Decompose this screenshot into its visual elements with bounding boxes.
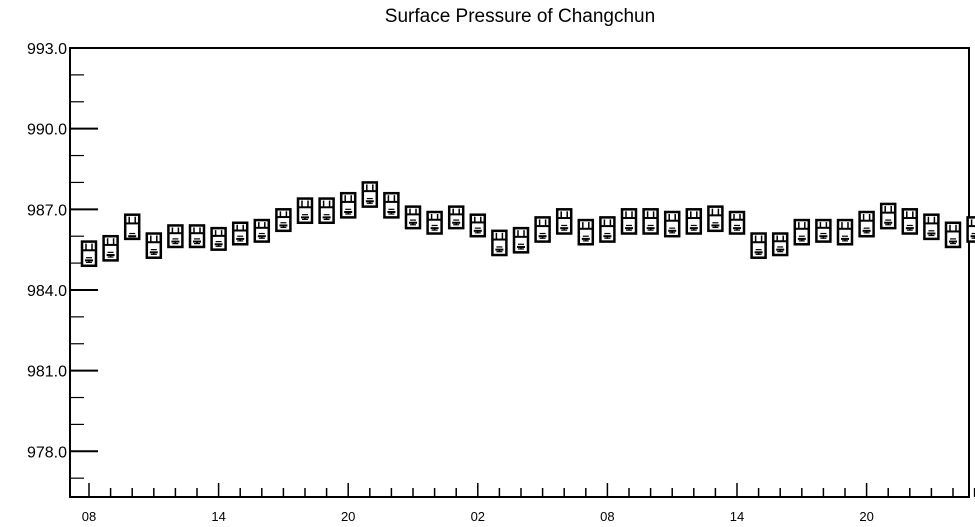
box-mark: [620, 208, 638, 235]
box-mark: [296, 197, 314, 225]
box-mark: [771, 232, 789, 257]
box-mark: [145, 232, 163, 259]
box-mark: [447, 205, 465, 230]
box-mark: [188, 224, 206, 249]
box-mark: [663, 210, 681, 238]
box-mark: [750, 232, 767, 259]
plot-frame: [69, 47, 970, 498]
box-mark: [944, 221, 962, 249]
box-mark: [879, 202, 897, 230]
box-mark: [577, 218, 595, 246]
box-mark: [469, 213, 487, 238]
box-mark: [512, 226, 530, 254]
box-mark: [426, 210, 443, 235]
y-tick-label: 981.0: [27, 364, 67, 381]
box-mark: [858, 210, 875, 238]
box-mark: [102, 234, 119, 262]
x-tick-label: 08: [600, 509, 614, 524]
box-mark: [685, 208, 703, 235]
x-tick-label: 14: [730, 509, 744, 524]
box-mark: [80, 240, 98, 268]
box-mark: [231, 221, 249, 246]
x-tick-label: 14: [211, 509, 225, 524]
box-mark: [599, 216, 616, 243]
x-tick-label: 08: [82, 509, 96, 524]
box-mark: [728, 210, 746, 235]
box-mark: [923, 213, 940, 241]
box-mark: [167, 224, 184, 249]
box-mark: [339, 191, 357, 219]
x-axis: 081420020814200208: [82, 483, 975, 524]
box-mark: [253, 218, 271, 243]
box-mark: [555, 208, 573, 235]
box-mark: [383, 191, 400, 219]
box-mark: [793, 218, 811, 246]
box-mark: [491, 229, 508, 257]
x-tick-label: 02: [471, 509, 485, 524]
y-tick-label: 993.0: [27, 41, 67, 58]
box-mark: [210, 226, 227, 251]
y-axis: 993.0 990.0 987.0 984.0 981.0 978.0: [27, 41, 98, 479]
x-tick-label: 20: [859, 509, 873, 524]
x-tick-label: 20: [341, 509, 355, 524]
box-mark: [707, 205, 724, 233]
box-mark: [404, 205, 422, 230]
box-mark: [361, 181, 379, 208]
box-mark: [815, 218, 832, 243]
box-mark: [123, 213, 141, 241]
box-mark: [901, 208, 919, 235]
box-mark: [534, 216, 551, 243]
box-mark: [642, 208, 659, 235]
chart-title: Surface Pressure of Changchun: [385, 6, 655, 27]
box-mark: [318, 197, 335, 225]
y-tick-label: 987.0: [27, 202, 67, 219]
box-mark: [966, 216, 975, 243]
box-mark: [836, 218, 854, 246]
box-mark: [275, 208, 292, 233]
y-tick-label: 984.0: [27, 283, 67, 300]
box-series: [80, 181, 975, 268]
y-tick-label: 978.0: [27, 444, 67, 461]
y-tick-label: 990.0: [27, 122, 67, 139]
